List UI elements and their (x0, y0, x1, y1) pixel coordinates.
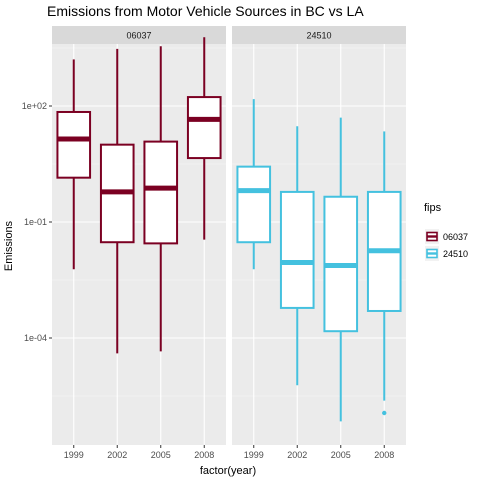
panel-strip (232, 26, 406, 44)
x-tick-label: 1999 (244, 450, 264, 460)
box-iqr (143, 140, 179, 245)
panel-strip (52, 26, 226, 44)
x-tick-label: 1999 (64, 450, 84, 460)
legend-title: fips (424, 202, 442, 214)
x-tick-label: 2002 (287, 450, 307, 460)
box-24510-2005 (323, 117, 359, 422)
box-06037-2005 (143, 46, 179, 352)
panel-strip-label: 24510 (306, 31, 331, 41)
box-24510-2002 (279, 126, 315, 386)
x-axis-label: factor(year) (200, 465, 256, 477)
x-tick-label: 2002 (107, 450, 127, 460)
legend-item-24510: 24510 (425, 246, 468, 261)
y-axis-label: Emissions (3, 220, 15, 271)
box-iqr (236, 165, 272, 244)
y-tick-label: 1e-04 (24, 333, 47, 343)
y-axis: 1e-04 1e-01 1e+02 (22, 101, 52, 343)
y-tick-label: 1e+02 (22, 101, 47, 111)
box-iqr (279, 190, 315, 309)
panel-24510: 24510 1999 2002 2005 2008 (232, 26, 406, 460)
x-tick-label: 2005 (331, 450, 351, 460)
x-tick-label: 2005 (151, 450, 171, 460)
panels: 06037 1999 2002 2005 2008 24510 1999 2002 2005 20… (52, 26, 406, 460)
box-06037-1999 (56, 59, 92, 270)
x-tick-label: 2008 (374, 450, 394, 460)
legend-item-06037: 06037 (425, 229, 468, 244)
box-24510-1999 (236, 99, 272, 270)
panel-06037: 06037 1999 2002 2005 2008 (52, 26, 226, 460)
box-06037-2002 (99, 48, 135, 354)
box-iqr (56, 110, 92, 179)
legend: fips 06037 24510 (424, 202, 468, 261)
legend-label: 06037 (443, 232, 468, 242)
outlier-point (382, 410, 387, 416)
y-tick-label: 1e-01 (24, 217, 47, 227)
chart-title: Emissions from Motor Vehicle Sources in … (47, 3, 364, 19)
box-24510-2008 (366, 131, 402, 416)
x-tick-label: 2008 (194, 450, 214, 460)
box-06037-2008 (186, 37, 222, 240)
box-iqr (186, 96, 222, 160)
panel-strip-label: 06037 (126, 31, 151, 41)
legend-label: 24510 (443, 249, 468, 259)
